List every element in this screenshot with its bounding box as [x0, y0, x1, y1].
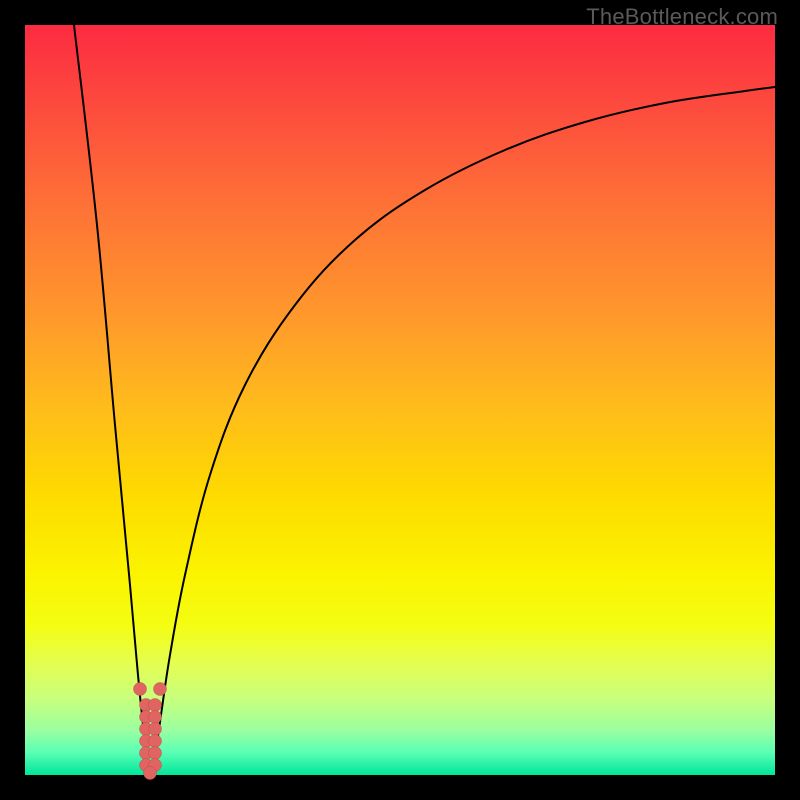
data-point — [134, 683, 147, 696]
watermark-text: TheBottleneck.com — [586, 4, 778, 30]
data-point — [144, 767, 157, 780]
data-point — [149, 735, 162, 748]
outer-frame: TheBottleneck.com — [0, 0, 800, 800]
data-point — [149, 699, 162, 712]
chart-svg — [25, 25, 775, 775]
data-point — [154, 683, 167, 696]
chart-plot-area — [25, 25, 775, 775]
data-point — [149, 723, 162, 736]
data-point — [149, 711, 162, 724]
data-point — [149, 747, 162, 760]
